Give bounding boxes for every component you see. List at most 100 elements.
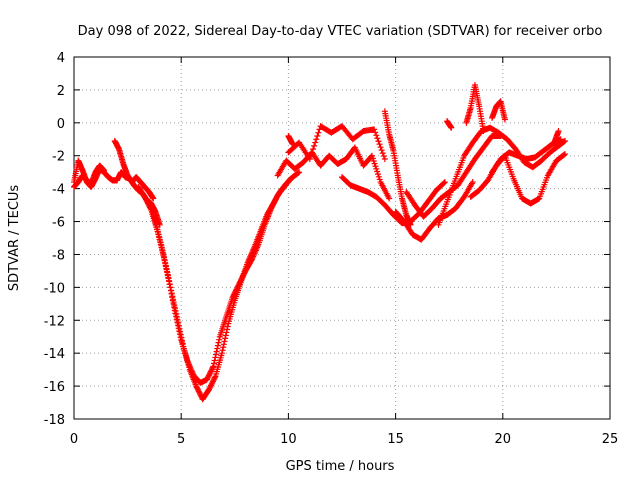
plus-marker: [448, 124, 455, 131]
plus-marker: [286, 176, 293, 183]
plus-marker: [375, 138, 382, 145]
plus-marker: [210, 363, 217, 370]
plus-marker: [480, 128, 487, 135]
plus-marker: [142, 195, 149, 202]
plus-marker: [206, 385, 213, 392]
plus-marker: [238, 275, 245, 282]
series-evening-lower: [467, 151, 568, 207]
y-tick-label: -10: [44, 281, 65, 296]
plus-marker: [469, 179, 476, 186]
plus-marker: [241, 270, 248, 277]
plus-marker: [233, 286, 240, 293]
plus-marker: [378, 147, 385, 154]
plus-marker: [209, 364, 216, 371]
plus-marker: [407, 221, 414, 228]
plus-marker: [211, 357, 218, 364]
plus-marker: [289, 141, 296, 148]
plus-marker: [310, 146, 317, 153]
plus-marker: [167, 287, 174, 294]
plus-marker: [162, 262, 169, 269]
plus-marker: [369, 152, 376, 159]
plus-marker: [214, 342, 221, 349]
plus-marker: [159, 247, 166, 254]
series-spike-19.9h: [489, 98, 508, 123]
plus-marker: [173, 313, 180, 320]
plus-marker: [214, 345, 221, 352]
plus-marker: [155, 229, 162, 236]
plus-marker: [232, 288, 239, 295]
y-axis-label: SDTVAR / TECUs: [7, 185, 22, 292]
plus-marker: [381, 156, 388, 163]
plus-marker: [268, 205, 275, 212]
plus-marker: [380, 153, 387, 160]
plus-marker: [222, 332, 229, 339]
y-axis-ticks: 4 2 0 -2 -4 -6 -8 -10 -12 -14 -16 -18: [44, 51, 610, 428]
plus-marker: [210, 377, 217, 384]
series-spike-18.8h: [463, 81, 487, 135]
y-tick-label: -18: [44, 413, 65, 428]
series-marker-22.5h: [551, 128, 562, 146]
plus-marker: [307, 152, 314, 159]
plus-marker: [230, 291, 237, 298]
plus-marker: [220, 341, 227, 348]
data-points: [71, 81, 568, 403]
plus-marker: [311, 142, 318, 149]
plus-marker: [175, 325, 182, 332]
plus-marker: [165, 277, 172, 284]
plus-marker: [211, 374, 218, 381]
series-late-decline: [339, 174, 448, 227]
plus-marker: [561, 151, 568, 158]
plus-marker: [234, 283, 241, 290]
plus-marker: [369, 155, 376, 162]
plus-marker: [209, 379, 216, 386]
y-tick-label: -16: [44, 380, 65, 395]
plus-marker: [205, 372, 212, 379]
series-dip-second-pass: [146, 175, 294, 386]
plus-marker: [236, 281, 243, 288]
plus-marker: [170, 300, 177, 307]
plus-marker: [375, 171, 382, 178]
plus-marker: [268, 204, 275, 211]
plus-marker: [501, 116, 508, 123]
plus-marker: [153, 223, 160, 230]
plus-marker: [168, 290, 175, 297]
y-tick-label: 4: [57, 51, 65, 66]
plus-marker: [160, 250, 167, 257]
plus-marker: [169, 294, 176, 301]
plus-marker: [271, 198, 278, 205]
plus-marker: [561, 137, 568, 144]
plus-marker: [208, 382, 215, 389]
plus-marker: [270, 200, 277, 207]
plus-marker: [156, 234, 163, 241]
plus-marker: [153, 221, 160, 228]
plus-marker: [273, 194, 280, 201]
series-midday-cluster: [274, 144, 393, 202]
plus-marker: [171, 307, 178, 314]
plus-marker: [208, 381, 215, 388]
series-track-c: [111, 137, 157, 202]
plus-marker: [193, 383, 200, 390]
series-midday-upper: [285, 123, 388, 163]
plus-marker: [174, 319, 181, 326]
plus-marker: [141, 193, 148, 200]
x-tick-label: 15: [387, 432, 404, 447]
plus-marker: [377, 144, 384, 151]
y-tick-label: -6: [52, 216, 65, 231]
x-axis-label: GPS time / hours: [286, 459, 395, 474]
series-marker-17.5h: [444, 118, 455, 131]
y-tick-label: -4: [52, 183, 65, 198]
plus-marker: [239, 274, 246, 281]
plus-marker: [224, 326, 231, 333]
plus-marker: [164, 268, 171, 275]
plus-marker: [165, 274, 172, 281]
plus-marker: [230, 292, 237, 299]
series-afternoon-upper: [381, 108, 414, 228]
plus-marker: [371, 126, 378, 133]
plus-marker: [177, 334, 184, 341]
plus-marker: [212, 354, 219, 361]
plus-marker: [219, 347, 226, 354]
plus-marker: [232, 287, 239, 294]
y-tick-label: 2: [57, 84, 65, 99]
plus-marker: [218, 350, 225, 357]
plus-marker: [376, 141, 383, 148]
